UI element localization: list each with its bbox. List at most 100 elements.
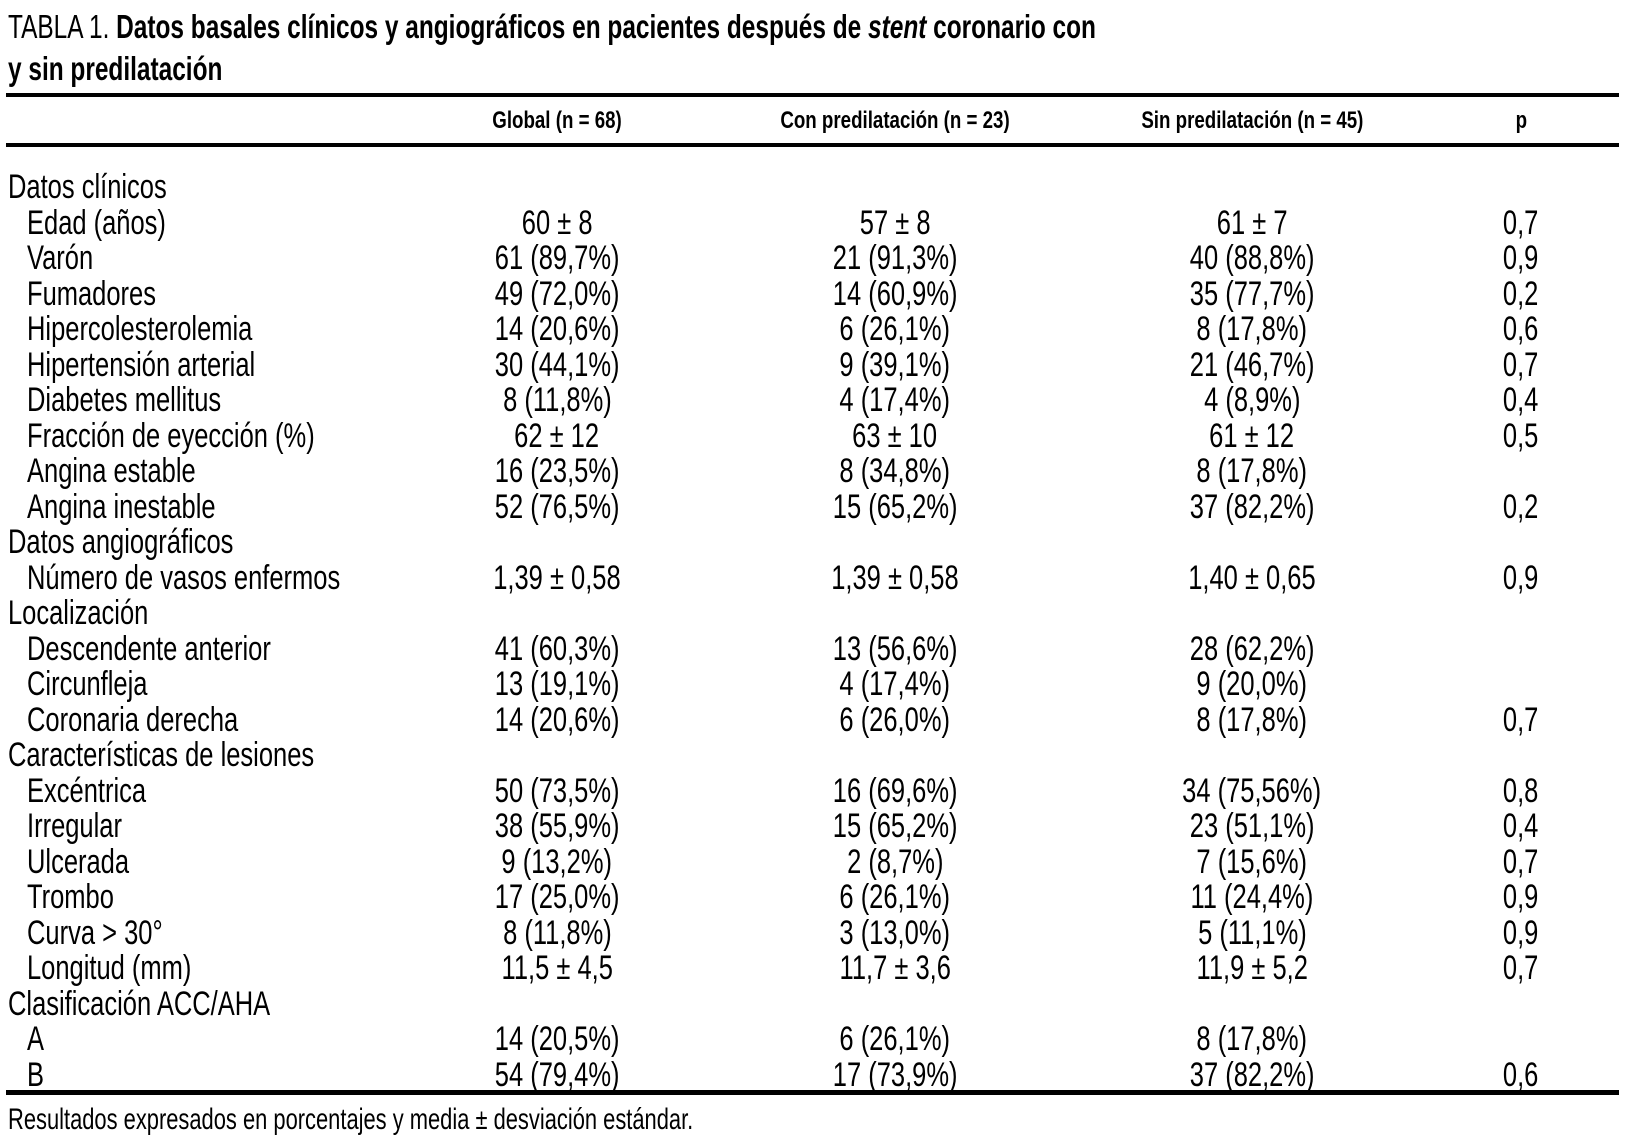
- cell-global: 14 (20,6%): [407, 312, 707, 347]
- cell-sin-value: 8 (17,8%): [1196, 700, 1308, 739]
- cell-global-value: 52 (76,5%): [494, 487, 620, 526]
- table-row: Angina inestable 52 (76,5%) 15 (65,2%) 37 (…: [0, 487, 1625, 526]
- row-label: Irregular: [27, 809, 154, 844]
- row-label: Edad (años): [27, 203, 212, 242]
- cell-p-value: 0,5: [1503, 416, 1539, 455]
- cell-sin-value: 4 (8,9%): [1203, 381, 1301, 419]
- row-label: Circunfleja: [27, 667, 188, 702]
- section-row: Localización: [0, 596, 1625, 631]
- section-label: Datos angiográficos: [8, 525, 309, 560]
- section-row: Características de lesiones: [0, 738, 1625, 773]
- cell-p: 0,9: [1441, 880, 1601, 915]
- title-line-2-text: y sin predilatación: [8, 50, 223, 87]
- row-label-text: Características de lesiones: [8, 736, 315, 774]
- cell-sin: 61 ± 7: [1102, 203, 1402, 242]
- column-header-global-label: Global (n = 68): [492, 107, 622, 134]
- cell-p-value: 0,9: [1503, 913, 1539, 952]
- cell-global: 54 (79,4%): [407, 1055, 707, 1094]
- cell-con: 14 (60,9%): [745, 274, 1045, 313]
- cell-con: 15 (65,2%): [745, 809, 1045, 844]
- section-label: Clasificación ACC/AHA: [8, 986, 358, 1022]
- section-label: Datos clínicos: [8, 170, 220, 205]
- row-label-text: Excéntrica: [27, 771, 147, 810]
- cell-global-value: 9 (13,2%): [501, 842, 613, 881]
- cell-sin-value: 8 (17,8%): [1196, 310, 1308, 348]
- row-label-text: Localización: [8, 594, 149, 632]
- cell-global: 9 (13,2%): [407, 842, 707, 881]
- cell-global-value: 62 ± 12: [514, 416, 600, 455]
- table-row: Fumadores 49 (72,0%) 14 (60,9%) 35 (77,7%) 0…: [0, 274, 1625, 313]
- row-label: Fracción de eyección (%): [27, 418, 411, 454]
- row-label: Hipercolesterolemia: [27, 312, 327, 347]
- table-row: B 54 (79,4%) 17 (73,9%) 37 (82,2%) 0,6: [0, 1055, 1625, 1094]
- cell-con-value: 11,7 ± 3,6: [839, 949, 951, 987]
- cell-sin: 7 (15,6%): [1102, 844, 1402, 880]
- table-footnote: Resultados expresados en porcentajes y m…: [8, 1103, 947, 1137]
- cell-con-value: 21 (91,3%): [832, 239, 958, 277]
- cell-sin-value: 11,9 ± 5,2: [1196, 949, 1308, 987]
- cell-global-value: 30 (44,1%): [494, 345, 620, 384]
- table-row: Angina estable 16 (23,5%) 8 (34,8%) 8 (17,8…: [0, 454, 1625, 489]
- cell-con-value: 4 (17,4%): [839, 665, 951, 703]
- cell-sin-value: 34 (75,56%): [1182, 771, 1322, 810]
- cell-con: 1,39 ± 0,58: [745, 560, 1045, 596]
- section-label: Características de lesiones: [8, 738, 416, 773]
- cell-p-value: 0,9: [1503, 878, 1539, 916]
- row-label: Ulcerada: [27, 844, 163, 880]
- table-title: TABLA 1. Datos basales clínicos y angiog…: [8, 6, 1478, 90]
- row-label: Angina estable: [27, 454, 252, 489]
- cell-global: 14 (20,6%): [407, 702, 707, 738]
- title-text-end: coronario con: [926, 8, 1096, 45]
- cell-p: 0,9: [1441, 241, 1601, 276]
- row-label-text: Irregular: [27, 807, 122, 845]
- cell-con-value: 14 (60,9%): [832, 274, 958, 313]
- cell-con: 4 (17,4%): [745, 667, 1045, 702]
- cell-sin-value: 61 ± 7: [1216, 203, 1288, 242]
- column-header-sin-predilatacion: Sin predilatación (n = 45): [1102, 103, 1402, 139]
- cell-sin-value: 5 (11,1%): [1197, 913, 1307, 952]
- cell-con-value: 13 (56,6%): [832, 629, 958, 668]
- cell-con-value: 6 (26,1%): [839, 1020, 951, 1058]
- row-label: Descendente anterior: [27, 631, 352, 667]
- cell-p-value: 0,7: [1503, 700, 1539, 739]
- row-label: Número de vasos enfermos: [27, 560, 445, 596]
- row-label-text: Varón: [27, 239, 94, 277]
- cell-p-value: 0,9: [1503, 239, 1539, 277]
- table-rule-bottom: [6, 1090, 1619, 1095]
- table-row: Ulcerada 9 (13,2%) 2 (8,7%) 7 (15,6%) 0,7: [0, 842, 1625, 881]
- cell-global-value: 13 (19,1%): [494, 665, 620, 703]
- cell-global: 41 (60,3%): [407, 631, 707, 667]
- cell-con-value: 16 (69,6%): [832, 771, 958, 810]
- table-row: Varón 61 (89,7%) 21 (91,3%) 40 (88,8%) 0,9: [0, 241, 1625, 276]
- cell-con-value: 2 (8,7%): [846, 842, 944, 881]
- cell-sin: 37 (82,2%): [1102, 1057, 1402, 1093]
- row-label-text: Coronaria derecha: [27, 700, 239, 739]
- cell-sin: 28 (62,2%): [1102, 629, 1402, 668]
- cell-global-value: 50 (73,5%): [494, 771, 620, 810]
- table-row: Irregular 38 (55,9%) 15 (65,2%) 23 (51,1%) 0…: [0, 809, 1625, 844]
- row-label-text: Edad (años): [27, 203, 166, 242]
- cell-p: 0,4: [1441, 809, 1601, 844]
- cell-p-value: 0,2: [1503, 487, 1539, 526]
- row-label: Diabetes mellitus: [27, 383, 286, 418]
- cell-sin-value: 35 (77,7%): [1189, 274, 1315, 313]
- table-row: Diabetes mellitus 8 (11,8%) 4 (17,4%) 4 (8,…: [0, 383, 1625, 418]
- table-row: Número de vasos enfermos 1,39 ± 0,58 1,39 …: [0, 560, 1625, 596]
- cell-p-value: 0,2: [1503, 274, 1539, 313]
- cell-sin-value: 28 (62,2%): [1189, 629, 1315, 668]
- cell-con: 17 (73,9%): [745, 1057, 1045, 1093]
- cell-sin: 35 (77,7%): [1102, 274, 1402, 313]
- row-label-text: Trombo: [27, 878, 114, 916]
- cell-p: 0,7: [1441, 205, 1601, 241]
- cell-sin: 40 (88,8%): [1102, 241, 1402, 276]
- row-label: Coronaria derecha: [27, 700, 309, 739]
- cell-global: 13 (19,1%): [407, 667, 707, 702]
- row-label-text: Curva > 30°: [27, 913, 163, 952]
- footnote-text: Resultados expresados en porcentajes y m…: [8, 1103, 694, 1136]
- title-line-1: TABLA 1. Datos basales clínicos y angiog…: [8, 6, 1478, 48]
- cell-sin-value: 40 (88,8%): [1189, 239, 1315, 277]
- cell-con-value: 4 (17,4%): [839, 381, 951, 419]
- cell-global-value: 54 (79,4%): [494, 1055, 620, 1094]
- row-label: Varón: [27, 241, 115, 276]
- cell-sin: 5 (11,1%): [1102, 913, 1402, 952]
